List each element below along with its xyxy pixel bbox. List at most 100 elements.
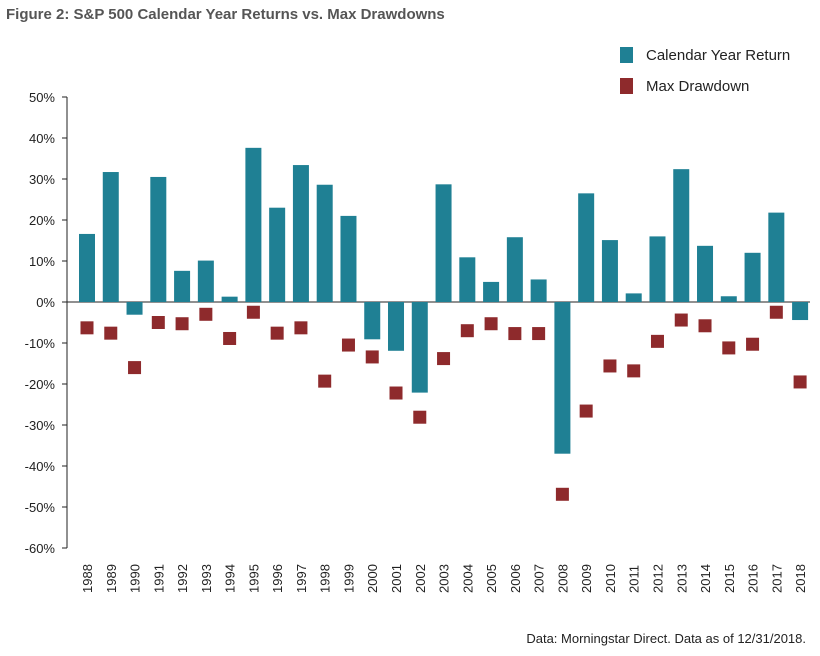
x-tick-label: 2005 — [484, 564, 499, 593]
x-tick-label: 2013 — [674, 564, 689, 593]
legend-swatch-1 — [620, 78, 633, 94]
x-tick-label: 1989 — [104, 564, 119, 593]
bar-2006 — [506, 237, 523, 302]
x-tick-label: 2002 — [413, 564, 428, 593]
bar-2015 — [720, 296, 737, 302]
y-tick-label: -40% — [25, 459, 56, 474]
drawdown-marker-2015 — [722, 341, 736, 355]
bar-2003 — [435, 184, 452, 302]
drawdown-marker-2009 — [579, 404, 593, 418]
drawdown-marker-2005 — [484, 317, 498, 331]
drawdown-marker-2006 — [508, 327, 522, 341]
x-tick-label: 1990 — [128, 564, 143, 593]
drawdown-marker-2010 — [603, 359, 617, 373]
x-tick-label: 2016 — [746, 564, 761, 593]
bar-1998 — [316, 184, 333, 302]
bar-2016 — [744, 252, 761, 302]
bar-2001 — [388, 302, 405, 351]
drawdown-marker-1992 — [175, 317, 189, 331]
x-tick-label: 2003 — [437, 564, 452, 593]
bar-2009 — [578, 193, 595, 302]
legend-swatch-0 — [620, 47, 633, 63]
drawdown-marker-2003 — [437, 352, 451, 366]
drawdown-marker-2008 — [555, 487, 569, 501]
bar-2007 — [530, 279, 547, 302]
x-tick-label: 1997 — [294, 564, 309, 593]
bar-2014 — [697, 245, 714, 302]
drawdown-marker-2004 — [460, 324, 474, 338]
x-tick-label: 2012 — [650, 564, 665, 593]
x-tick-label: 2008 — [555, 564, 570, 593]
x-tick-label: 2018 — [793, 564, 808, 593]
legend-label-0: Calendar Year Return — [646, 47, 790, 64]
y-tick-label: -60% — [25, 541, 56, 556]
chart-title: Figure 2: S&P 500 Calendar Year Returns … — [6, 6, 445, 23]
x-tick-label: 1995 — [246, 564, 261, 593]
x-tick-label: 2014 — [698, 564, 713, 593]
bar-1994 — [221, 296, 238, 302]
bar-1988 — [79, 233, 95, 302]
drawdown-marker-2017 — [769, 305, 783, 319]
x-tick-label: 2007 — [532, 564, 547, 593]
drawdown-marker-1993 — [199, 307, 213, 321]
x-tick-label: 1998 — [318, 564, 333, 593]
drawdown-marker-2011 — [627, 364, 641, 378]
drawdown-marker-1990 — [128, 361, 142, 375]
x-tick-label: 2006 — [508, 564, 523, 593]
bar-2017 — [768, 212, 785, 302]
bar-2002 — [411, 302, 428, 393]
drawdown-marker-1999 — [341, 338, 355, 352]
y-tick-label: 50% — [29, 90, 55, 105]
x-tick-label: 1992 — [175, 564, 190, 593]
drawdown-marker-1989 — [104, 326, 118, 340]
x-tick-label: 2017 — [769, 564, 784, 593]
bar-2008 — [554, 302, 571, 454]
x-tick-label: 2015 — [722, 564, 737, 593]
bar-1989 — [102, 172, 119, 302]
y-tick-label: 30% — [29, 172, 55, 187]
bar-2012 — [649, 236, 666, 302]
bar-1990 — [126, 302, 143, 315]
x-tick-label: 2001 — [389, 564, 404, 593]
drawdown-marker-1995 — [246, 305, 260, 319]
drawdown-marker-1991 — [151, 316, 165, 329]
drawdown-marker-1994 — [223, 331, 237, 345]
bar-2010 — [601, 240, 618, 302]
drawdown-marker-2002 — [413, 410, 427, 424]
x-tick-label: 1999 — [341, 564, 356, 593]
bar-1997 — [292, 165, 309, 302]
x-tick-label: 1994 — [223, 564, 238, 593]
drawdown-marker-2007 — [532, 327, 546, 341]
bar-1991 — [150, 176, 167, 302]
x-tick-label: 1993 — [199, 564, 214, 593]
bar-2005 — [483, 281, 500, 302]
drawdown-marker-1998 — [318, 374, 332, 388]
x-tick-label: 1988 — [80, 564, 95, 593]
y-tick-label: -10% — [25, 336, 56, 351]
bar-1999 — [340, 215, 357, 302]
y-tick-label: 20% — [29, 213, 55, 228]
drawdown-marker-2018 — [793, 375, 807, 389]
drawdown-marker-2016 — [746, 337, 760, 351]
drawdown-marker-2012 — [650, 334, 664, 348]
y-tick-label: 40% — [29, 131, 55, 146]
bar-1992 — [174, 270, 191, 302]
drawdown-marker-2014 — [698, 319, 712, 333]
x-tick-label: 2000 — [365, 564, 380, 593]
legend-label-1: Max Drawdown — [646, 78, 749, 95]
x-tick-label: 2009 — [579, 564, 594, 593]
source-note: Data: Morningstar Direct. Data as of 12/… — [526, 631, 806, 646]
bar-1996 — [269, 207, 286, 302]
drawdown-marker-2013 — [674, 313, 688, 327]
y-tick-label: -20% — [25, 377, 56, 392]
y-tick-label: -50% — [25, 500, 56, 515]
x-tick-label: 2004 — [460, 564, 475, 593]
y-tick-label: 0% — [36, 295, 55, 310]
bar-2004 — [459, 257, 476, 302]
drawdown-marker-2001 — [389, 386, 403, 400]
y-tick-label: 10% — [29, 254, 55, 269]
x-tick-label: 1991 — [151, 564, 166, 593]
x-tick-label: 2010 — [603, 564, 618, 593]
bar-2018 — [792, 302, 809, 321]
y-tick-label: -30% — [25, 418, 56, 433]
